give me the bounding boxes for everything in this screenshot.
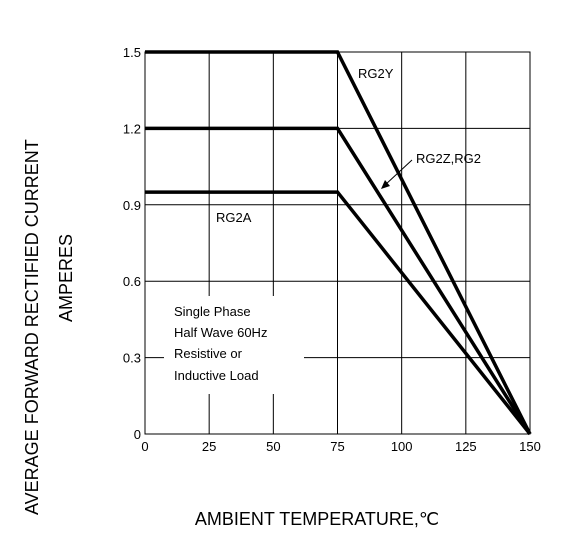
x-tick-label-4: 100 [391,439,413,454]
series-label-rg2y: RG2Y [358,66,394,81]
x-axis-label: AMBIENT TEMPERATURE,℃ [195,509,439,529]
x-tick-label-3: 75 [330,439,344,454]
y-tick-label-5: 1.5 [123,45,141,60]
note-line-1: Single Phase [174,304,251,319]
series-label-rg2a: RG2A [216,210,252,225]
y-tick-label-1: 0.3 [123,351,141,366]
note-line-4: Inductive Load [174,368,259,383]
y-tick-label-0: 0 [134,427,141,442]
x-tick-label-6: 150 [519,439,541,454]
x-tick-label-0: 0 [141,439,148,454]
y-axis-label-line-1: AVERAGE FORWARD RECTIFIED CURRENT [22,139,42,515]
x-tick-label-1: 25 [202,439,216,454]
y-tick-label-2: 0.6 [123,274,141,289]
y-tick-label-4: 1.2 [123,121,141,136]
series-label-pointer [381,160,412,189]
x-tick-label-5: 125 [455,439,477,454]
y-axis-label-line-2: AMPERES [56,234,76,322]
series-label-rg2z-rg2: RG2Z,RG2 [416,151,481,166]
note-line-3: Resistive or [174,346,243,361]
note-line-2: Half Wave 60Hz [174,325,267,340]
x-tick-label-2: 50 [266,439,280,454]
y-tick-label-3: 0.9 [123,198,141,213]
